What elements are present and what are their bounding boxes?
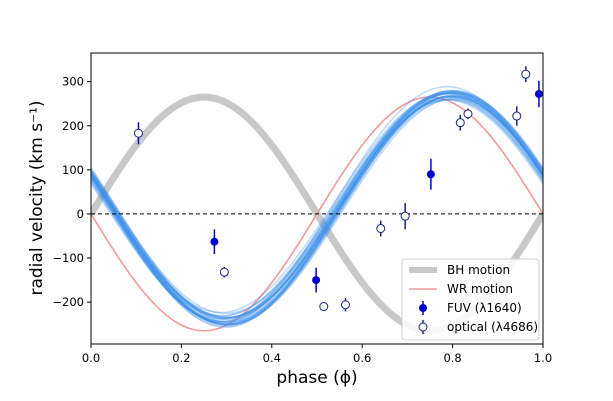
fit-sample-line	[91, 92, 543, 328]
y-tick-label: 100	[62, 163, 84, 177]
data-point	[319, 302, 329, 312]
fuv-series	[134, 80, 543, 293]
fit-sample-line	[91, 95, 543, 319]
y-axis-label: radial velocity (km s⁻¹)	[27, 100, 47, 295]
fit-sample-line	[91, 91, 543, 329]
fit-sample-line	[91, 94, 543, 326]
data-point	[376, 223, 386, 233]
data-point	[400, 211, 410, 221]
fit-sample-line	[91, 91, 543, 323]
fit-sample-line	[91, 95, 543, 325]
legend-fuv-marker	[419, 304, 427, 312]
y-tick-label: 0	[77, 207, 84, 221]
y-tick-label: 300	[62, 75, 84, 89]
fit-sample-line	[91, 91, 543, 319]
data-point	[426, 170, 435, 179]
fit-sample-line	[91, 98, 543, 319]
data-point	[512, 111, 522, 121]
x-ticks: 0.0 0.2 0.4 0.6 0.8 1.0	[82, 344, 552, 365]
fit-sample-line	[91, 92, 543, 315]
plot-frame	[90, 52, 544, 345]
fit-sample-line	[91, 96, 543, 325]
y-tick-label: −200	[52, 295, 84, 309]
legend-fuv-label: FUV (λ1640)	[447, 301, 522, 315]
legend-box	[401, 258, 540, 341]
legend-optical-label: optical (λ4686)	[447, 320, 538, 334]
x-tick-label: 0.6	[353, 351, 371, 365]
fit-sample-line	[91, 95, 543, 325]
y-ticks: −200 −100 0 100 200 300	[52, 75, 91, 309]
x-tick-label: 0.2	[172, 351, 190, 365]
data-point	[521, 69, 531, 79]
x-tick-label: 0.8	[443, 351, 461, 365]
legend-optical-marker	[418, 322, 428, 332]
legend: BH motion WR motion FUV (λ1640) optical …	[401, 258, 540, 341]
fit-sample-line	[91, 85, 543, 323]
data-point	[210, 237, 219, 246]
fit-sample-line	[91, 92, 543, 320]
legend-bh-label: BH motion	[447, 263, 510, 277]
fit-sample-line	[91, 95, 543, 320]
fit-sample-line	[91, 90, 543, 321]
fit-sample-line	[91, 92, 543, 317]
fit-sample-line	[91, 97, 543, 325]
data-points	[133, 66, 543, 312]
legend-wr-label: WR motion	[447, 282, 513, 296]
x-tick-label: 1.0	[534, 351, 552, 365]
fit-sample-line	[91, 98, 543, 323]
x-tick-label: 0.0	[82, 351, 100, 365]
fit-sample-line	[91, 90, 543, 319]
data-point	[133, 128, 143, 138]
y-tick-label: −100	[52, 251, 84, 265]
data-point	[340, 300, 350, 310]
data-point	[455, 118, 465, 128]
optical-series	[133, 66, 531, 312]
data-point	[219, 267, 229, 277]
fit-sample-line	[91, 96, 543, 317]
data-point	[534, 90, 543, 99]
fit-sample-line	[91, 99, 543, 321]
x-axis-label: phase (ϕ)	[276, 368, 357, 388]
data-point	[312, 276, 321, 285]
fit-sample-line	[91, 92, 543, 326]
fit-sample-line	[91, 95, 543, 324]
fit-sample-line	[91, 93, 543, 314]
fit-sample-line	[91, 90, 543, 324]
data-point	[463, 109, 473, 119]
y-tick-label: 200	[62, 119, 84, 133]
fit-sample-line	[91, 89, 543, 326]
fit-sample-line	[91, 98, 543, 323]
x-tick-label: 0.4	[263, 351, 281, 365]
fit-band	[91, 85, 543, 329]
fit-sample-line	[91, 94, 543, 326]
